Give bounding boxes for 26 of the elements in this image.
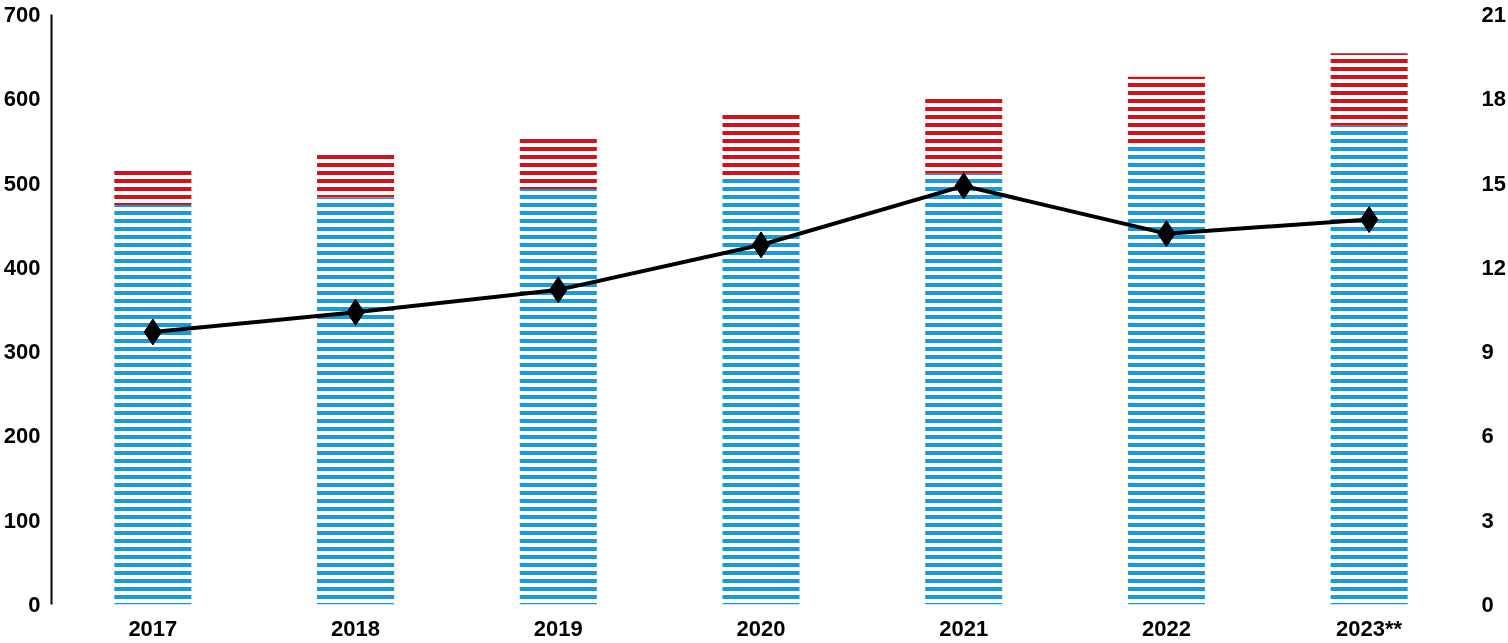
x-tick-label: 2017 xyxy=(128,615,178,641)
y2-tick-label: 18 xyxy=(1481,86,1506,112)
y-tick-label: 0 xyxy=(28,592,41,617)
y2-tick-label: 15 xyxy=(1481,170,1506,196)
y2-tick-label: 21 xyxy=(1481,2,1506,27)
x-tick-label: 2022 xyxy=(1141,615,1191,641)
y-tick-label: 200 xyxy=(3,423,41,449)
y-tick-label: 400 xyxy=(3,254,41,280)
y-tick-label: 500 xyxy=(3,170,41,196)
x-tick-label: 2020 xyxy=(736,615,786,641)
x-tick-label: 2021 xyxy=(939,615,989,641)
y2-tick-label: 12 xyxy=(1481,254,1506,280)
point xyxy=(143,318,163,346)
y-tick-label: 600 xyxy=(3,86,41,112)
x-tick-label: 2023** xyxy=(1336,615,1403,641)
y-tick-label: 700 xyxy=(3,2,41,27)
x-tick-label: 2019 xyxy=(533,615,583,641)
point xyxy=(1359,206,1379,234)
y2-tick-label: 0 xyxy=(1481,592,1494,617)
y2-tick-label: 9 xyxy=(1481,339,1494,365)
point xyxy=(751,231,771,259)
y2-tick-label: 3 xyxy=(1481,507,1494,533)
y2-tick-label: 6 xyxy=(1481,423,1494,449)
y-tick-label: 300 xyxy=(3,339,41,365)
x-tick-label: 2018 xyxy=(331,615,381,641)
y-tick-label: 100 xyxy=(3,507,41,533)
